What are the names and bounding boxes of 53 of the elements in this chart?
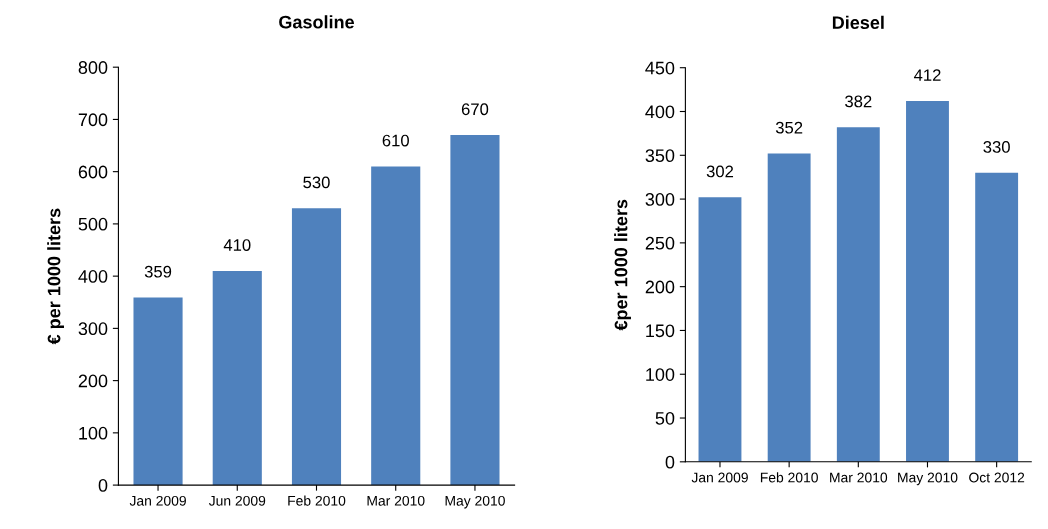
y-tick-label: 50 bbox=[655, 411, 675, 425]
data-label: 302 bbox=[706, 165, 734, 178]
data-label: 330 bbox=[983, 141, 1010, 153]
data-label: 530 bbox=[303, 176, 330, 189]
y-tick-label: 400 bbox=[645, 105, 675, 119]
bar bbox=[133, 297, 183, 486]
bar bbox=[212, 270, 262, 486]
y-tick-label: 450 bbox=[645, 61, 675, 75]
y-tick-label: 500 bbox=[78, 217, 108, 231]
y-tick-label: 0 bbox=[665, 455, 675, 469]
y-tick-label: 100 bbox=[646, 368, 675, 381]
data-label: 352 bbox=[775, 121, 803, 134]
x-tick-label: Mar 2010 bbox=[830, 472, 888, 483]
y-tick-label: 600 bbox=[78, 165, 108, 179]
data-label: 670 bbox=[461, 103, 489, 116]
bar bbox=[291, 208, 342, 486]
x-tick-label: May 2010 bbox=[898, 472, 958, 486]
bar bbox=[371, 166, 421, 486]
y-tick-label: 200 bbox=[78, 374, 108, 388]
data-label: 412 bbox=[913, 69, 941, 81]
data-label: 610 bbox=[382, 134, 409, 147]
y-axis-title: €per 1000 liters bbox=[614, 199, 631, 331]
y-tick-label: 200 bbox=[645, 280, 675, 294]
chart-title: Gasoline bbox=[279, 15, 355, 29]
bar bbox=[836, 127, 880, 462]
bar bbox=[698, 197, 742, 462]
chart-title: Diesel bbox=[832, 15, 884, 29]
x-tick-label: Jun 2009 bbox=[208, 495, 266, 506]
y-tick-label: 250 bbox=[645, 236, 675, 250]
y-tick-label: 350 bbox=[645, 149, 675, 163]
bar bbox=[767, 153, 811, 462]
y-tick-label: 300 bbox=[645, 193, 675, 206]
y-tick-label: 700 bbox=[78, 113, 108, 127]
y-tick-label: 150 bbox=[646, 324, 675, 338]
y-tick-label: 300 bbox=[78, 322, 108, 336]
x-tick-label: May 2010 bbox=[445, 495, 505, 509]
bar bbox=[975, 172, 1019, 462]
x-tick-label: Feb 2010 bbox=[288, 495, 346, 506]
x-tick-label: Jan 2009 bbox=[691, 472, 748, 483]
data-label: 410 bbox=[223, 239, 251, 251]
y-tick-label: 800 bbox=[78, 61, 108, 74]
y-tick-label: 400 bbox=[78, 270, 108, 283]
x-tick-label: Feb 2010 bbox=[760, 472, 818, 483]
bar bbox=[906, 100, 949, 462]
data-label: 359 bbox=[144, 265, 172, 278]
x-tick-label: Oct 2012 bbox=[969, 472, 1025, 483]
x-tick-label: Jan 2009 bbox=[129, 495, 186, 506]
y-tick-label: 0 bbox=[98, 479, 108, 492]
bar bbox=[450, 135, 500, 486]
y-axis-title: € per 1000 liters bbox=[47, 208, 64, 345]
data-label: 382 bbox=[845, 95, 872, 108]
x-tick-label: Mar 2010 bbox=[367, 495, 425, 506]
y-tick-label: 100 bbox=[79, 426, 108, 440]
